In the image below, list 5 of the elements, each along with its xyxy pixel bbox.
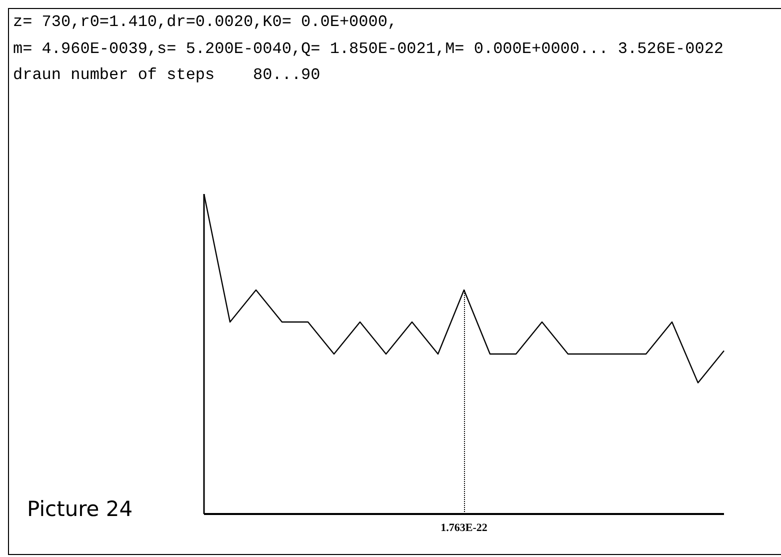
text: Picture 24 [27, 497, 133, 521]
text: draun number of steps 80...90 [13, 66, 320, 84]
text: 1.763E-22 [440, 522, 488, 534]
chart-title: z= 730,r0=1.410,dr=0.0020,K0= 0.0E+0000, [13, 13, 398, 31]
chart-subtitle: m= 4.960E-0039,s= 5.200E-0040,Q= 1.850E-0021,M= 0.000E+0000... 3.526E-0022 [13, 40, 724, 58]
